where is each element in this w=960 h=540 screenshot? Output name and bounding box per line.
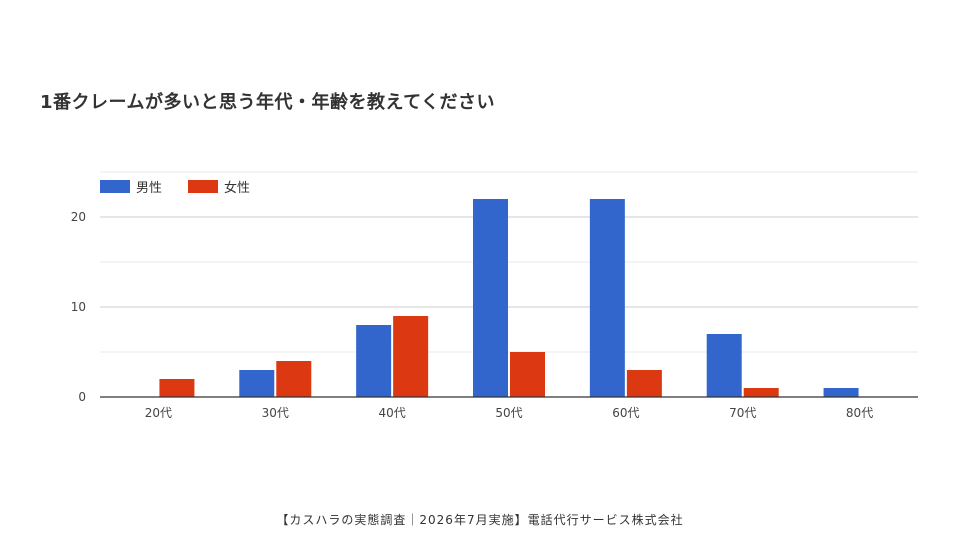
grid-lines [100, 171, 918, 353]
x-tick-label: 60代 [612, 406, 639, 420]
y-tick-label: 20 [71, 210, 86, 224]
bar-female-40s [393, 316, 429, 397]
bars [159, 199, 859, 397]
bar-male-60s [589, 199, 625, 397]
bar-male-40s [356, 325, 392, 397]
legend-swatch-male [100, 180, 130, 193]
x-tick-label: 40代 [379, 406, 406, 420]
bar-female-60s [626, 370, 662, 397]
bar-male-30s [239, 370, 275, 397]
bar-female-70s [743, 388, 779, 397]
bar-male-50s [473, 199, 508, 397]
y-tick-label: 10 [71, 300, 86, 314]
y-tick-label: 0 [78, 390, 86, 404]
bar-female-50s [510, 352, 545, 397]
footer-source: 【カスハラの実態調査｜2026年7月実施】電話代行サービス株式会社 [276, 513, 684, 527]
legend-label-male: 男性 [136, 181, 162, 196]
x-tick-label: 80代 [846, 406, 873, 420]
legend-swatch-female [188, 180, 218, 193]
axes: 0 10 20 20代 30代 40代 50代 60代 70代 80代 [71, 210, 918, 420]
x-tick-label: 70代 [729, 406, 756, 420]
x-tick-label: 50代 [495, 406, 522, 420]
x-tick-label: 30代 [262, 406, 289, 420]
x-tick-label: 20代 [145, 406, 172, 420]
bar-male-80s [823, 388, 859, 397]
bar-female-20s [159, 379, 195, 397]
bar-male-70s [706, 334, 742, 397]
chart-title: 1番クレームが多いと思う年代・年齢を教えてください [40, 92, 496, 113]
bar-female-30s [276, 361, 312, 397]
legend: 男性 女性 [100, 180, 250, 196]
legend-label-female: 女性 [224, 180, 250, 196]
